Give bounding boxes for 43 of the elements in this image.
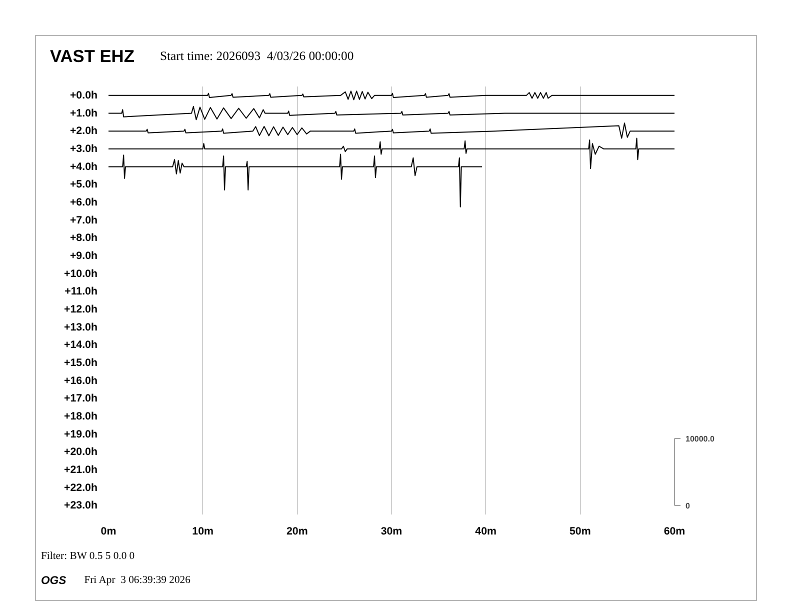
line-series <box>108 106 674 120</box>
y-tick-label: +1.0h <box>70 107 98 120</box>
x-tick-label: 60m <box>664 526 686 538</box>
chart-subtitle: Start time: 2026093 4/03/26 00:00:00 <box>160 48 354 65</box>
y-tick-label: +13.0h <box>64 321 98 334</box>
y-tick-label: +6.0h <box>70 196 98 208</box>
y-tick-label: +21.0h <box>64 464 98 476</box>
y2-tick-label: 10000.0 <box>686 434 715 444</box>
line-series <box>108 90 674 100</box>
y-tick-label: +3.0h <box>70 142 98 155</box>
y-tick-label: +9.0h <box>70 250 98 262</box>
y-tick-label: +17.0h <box>64 392 98 405</box>
line-series <box>108 122 674 139</box>
y-tick-label: +2.0h <box>70 125 98 138</box>
x-tick-label: 20m <box>286 526 308 538</box>
y-tick-label: +0.0h <box>70 89 98 102</box>
text: Filter: BW 0.5 5 0.0 0 <box>41 550 135 564</box>
x-tick-label: 30m <box>380 526 402 538</box>
y-tick-label: +16.0h <box>64 374 98 387</box>
y-tick-label: +20.0h <box>64 446 98 458</box>
x-tick-label: 0m <box>100 526 116 538</box>
y-tick-label: +10.0h <box>64 268 98 280</box>
y-tick-label: +18.0h <box>64 410 98 422</box>
chart-title: VAST EHZ <box>50 45 134 68</box>
y-tick-label: +15.0h <box>64 356 98 369</box>
y-tick-label: +22.0h <box>64 482 98 494</box>
y-tick-label: +12.0h <box>64 303 98 316</box>
line-series <box>108 138 674 170</box>
y2-tick-label: 0 <box>686 502 690 511</box>
x-tick-label: 40m <box>475 526 496 538</box>
y-tick-label: +8.0h <box>70 232 98 244</box>
line-series <box>108 154 483 208</box>
text: OGS <box>41 574 66 589</box>
y-tick-label: +19.0h <box>64 428 98 440</box>
y-tick-label: +7.0h <box>70 214 98 226</box>
y-tick-label: +4.0h <box>70 160 98 173</box>
x-tick-label: 10m <box>192 526 214 538</box>
y-tick-label: +11.0h <box>64 286 98 298</box>
y-tick-label: +14.0h <box>64 339 98 352</box>
y-tick-label: +23.0h <box>64 500 98 512</box>
y-tick-label: +5.0h <box>70 178 98 191</box>
text: Fri Apr 3 06:39:39 2026 <box>84 574 190 588</box>
x-tick-label: 50m <box>570 526 591 538</box>
